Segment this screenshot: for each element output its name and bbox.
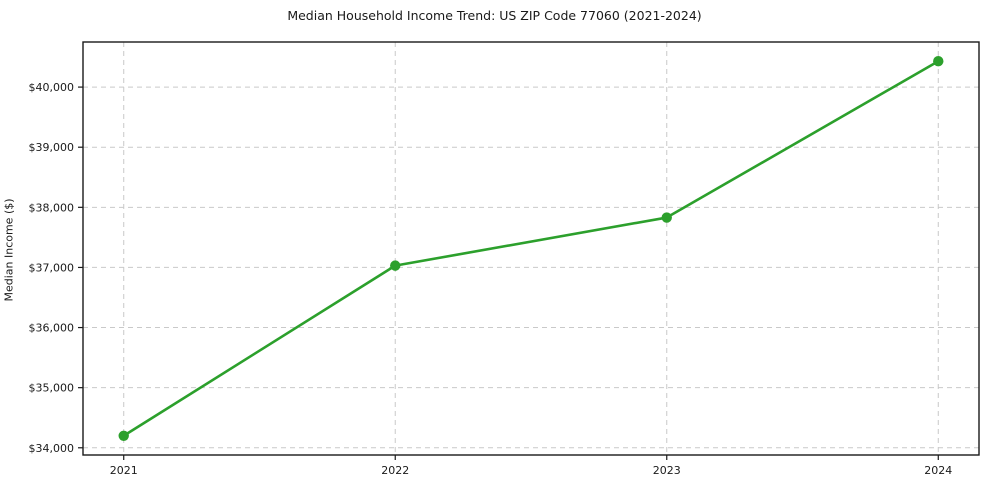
y-tick-label: $34,000 — [29, 442, 75, 455]
data-point-2024 — [933, 56, 944, 67]
x-tick-label: 2023 — [653, 464, 681, 477]
x-tick-label: 2021 — [110, 464, 138, 477]
y-tick-label: $38,000 — [29, 201, 75, 214]
trend-line — [122, 59, 940, 438]
y-tick-label: $36,000 — [29, 322, 75, 335]
plot-border — [82, 41, 980, 456]
data-point-2023 — [661, 212, 672, 223]
y-tick-label: $35,000 — [29, 382, 75, 395]
y-tick-label: $39,000 — [29, 141, 75, 154]
data-point-2022 — [390, 260, 401, 271]
y-tick-label: $40,000 — [29, 81, 75, 94]
chart-title: Median Household Income Trend: US ZIP Co… — [287, 8, 702, 23]
x-tick-label: 2024 — [924, 464, 952, 477]
x-tick-label: 2022 — [381, 464, 409, 477]
y-tick-label: $37,000 — [29, 261, 75, 274]
data-point-2021 — [118, 430, 129, 441]
y-axis-title: Median Income ($) — [2, 198, 16, 302]
